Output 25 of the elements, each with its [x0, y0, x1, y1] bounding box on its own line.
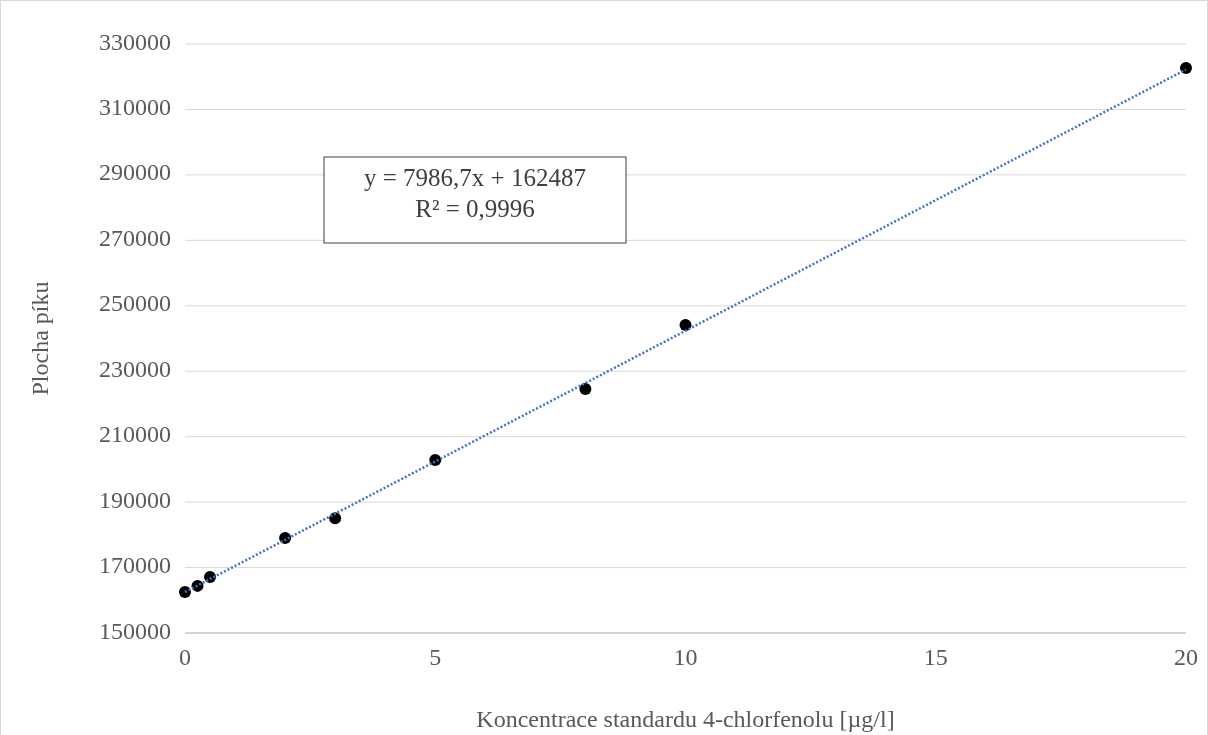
- x-tick-label: 20: [1174, 644, 1198, 670]
- point: [179, 586, 191, 599]
- y-tick-label: 170000: [99, 552, 171, 579]
- y-tick-label: 290000: [99, 159, 171, 186]
- x-tick-label: 15: [923, 644, 948, 670]
- annotation: R² = 0,9996: [415, 195, 535, 222]
- y-tick-label: 270000: [99, 224, 171, 251]
- x-tick-label: 10: [673, 644, 698, 670]
- y-tick-label: 250000: [99, 290, 171, 317]
- x-tick-label: 5: [429, 644, 442, 670]
- y-tick-label: 210000: [99, 421, 171, 448]
- y-tick-label: 310000: [99, 93, 171, 120]
- point: [579, 382, 592, 395]
- y-tick-label: 230000: [99, 355, 171, 382]
- y-axis-title: Plocha píku: [27, 281, 53, 396]
- y-tick-label: 190000: [99, 486, 171, 513]
- equation-box: y = 7986,7x + 162487 R² = 0,9996: [323, 156, 627, 244]
- x-axis-title: Koncentrace standardu 4-chlorfenolu [µg/l]: [476, 706, 895, 732]
- annotation: y = 7986,7x + 162487: [364, 164, 586, 191]
- point: [329, 512, 342, 525]
- point: [1180, 61, 1192, 74]
- x-tick-label: 0: [179, 644, 191, 670]
- y-tick-label: 150000: [99, 617, 171, 644]
- y-tick-label: 330000: [99, 28, 171, 55]
- point: [679, 319, 692, 332]
